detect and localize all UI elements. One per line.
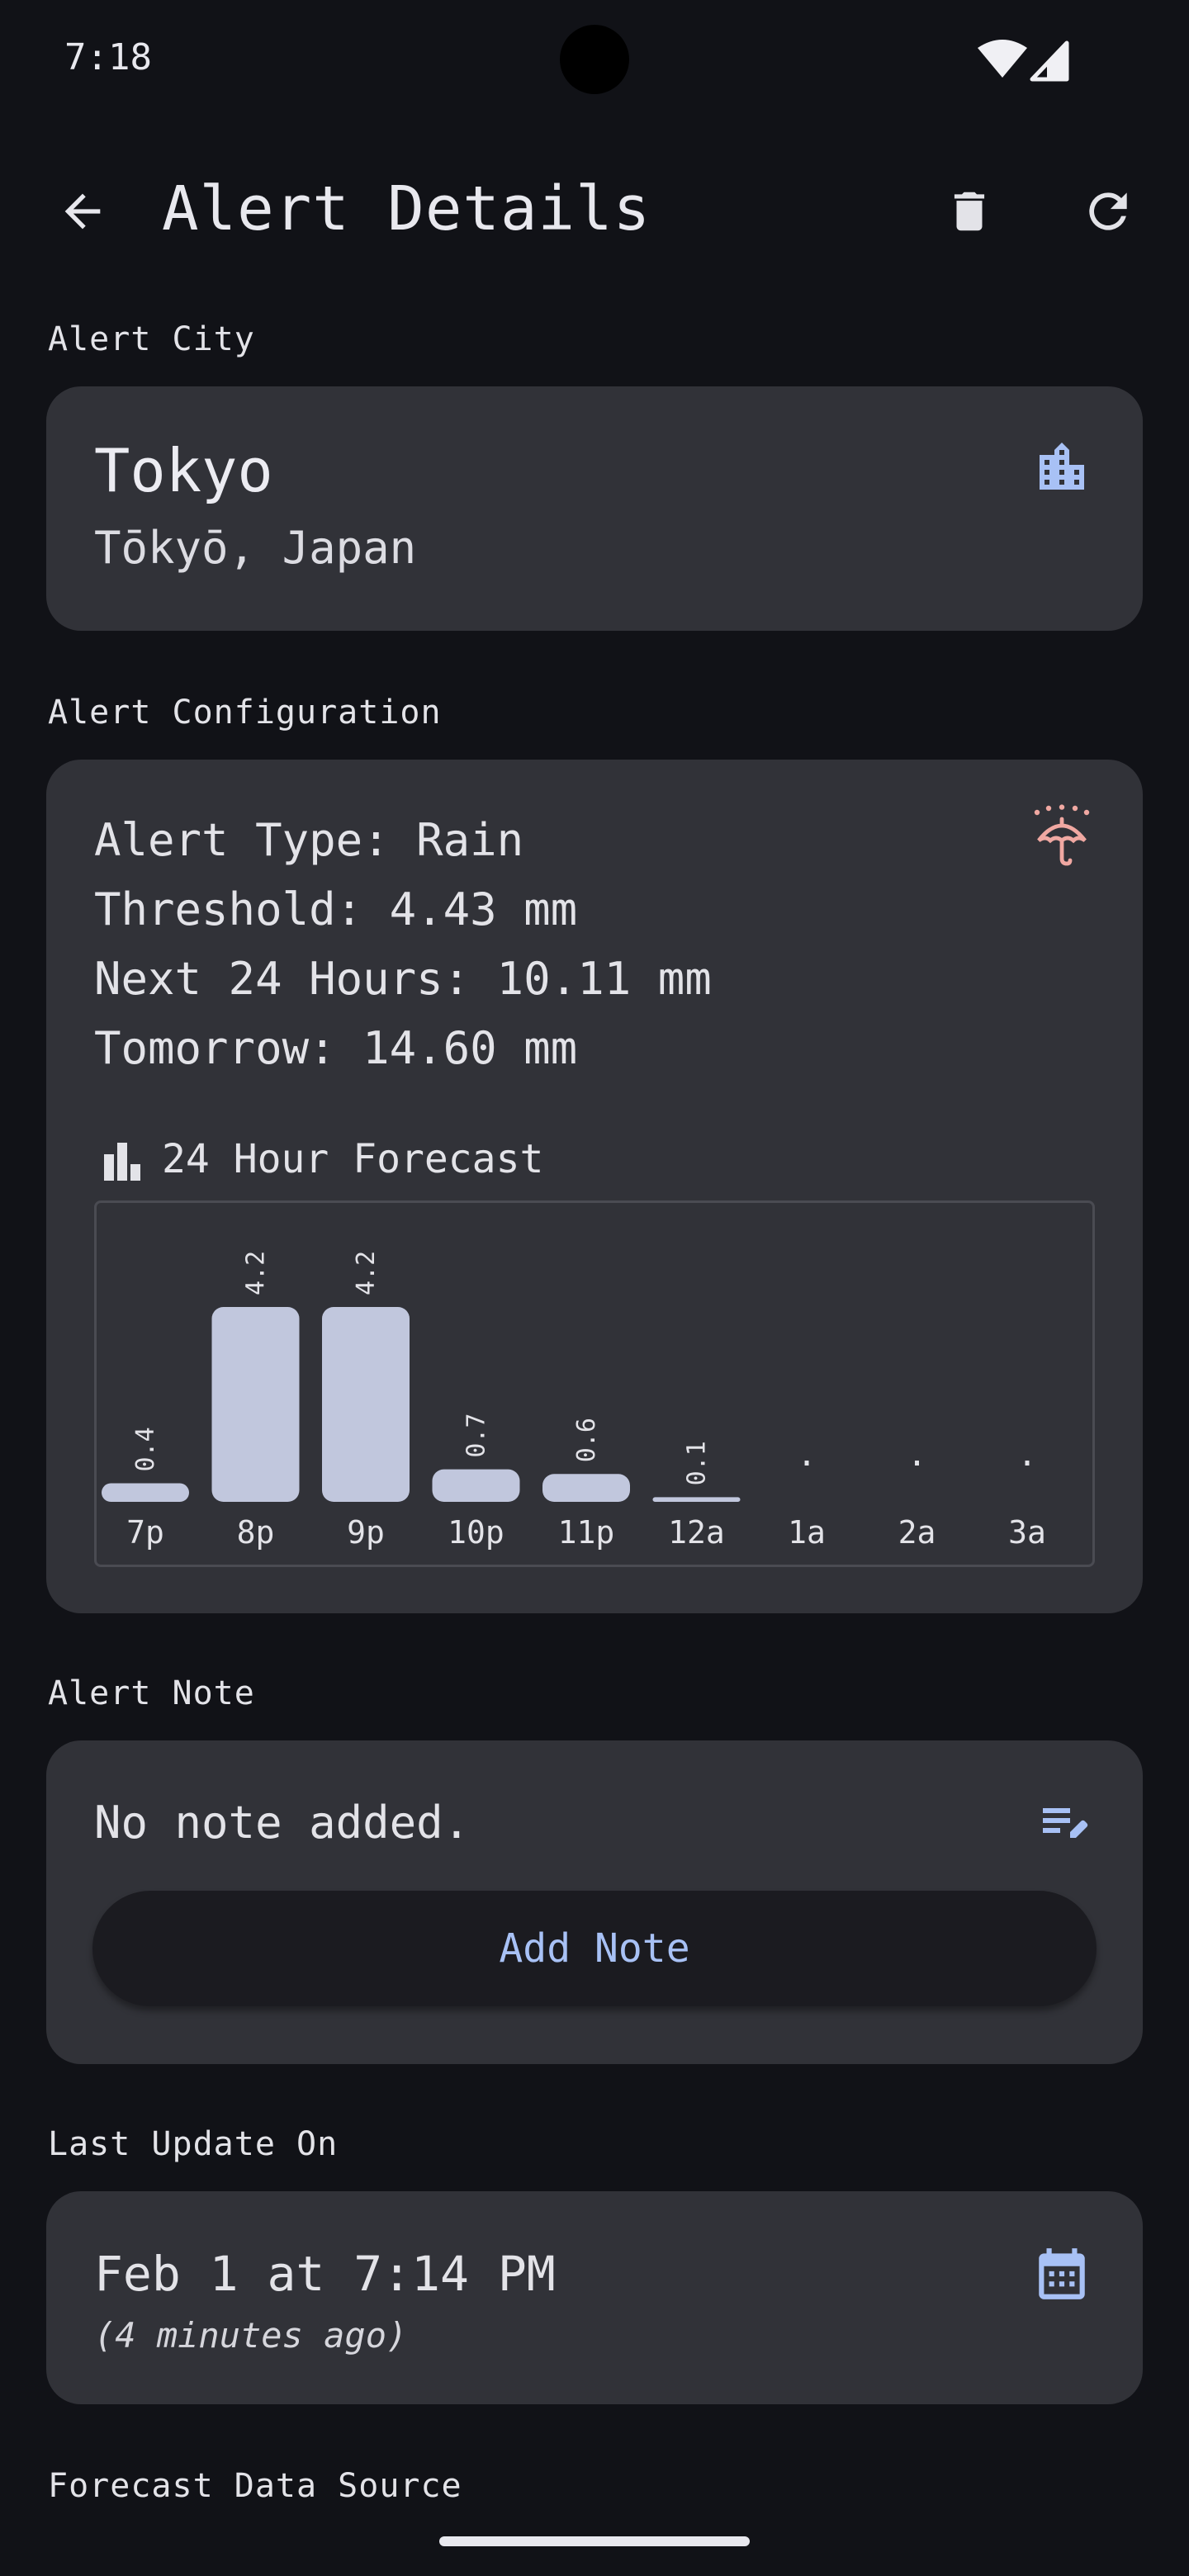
last-update-date: Feb 1 at 7:14 PM [94, 2246, 556, 2302]
calendar-icon [1029, 2241, 1095, 2307]
section-label-updated: Last Update On [48, 2125, 339, 2163]
city-region: Tōkyō, Japan [94, 522, 417, 574]
chart-tick-12a: 12a [668, 1514, 725, 1551]
add-note-button[interactable]: Add Note [92, 1891, 1097, 2006]
chart-tick-3a: 3a [1008, 1514, 1046, 1551]
chart-value-label-10p: 0.7 [462, 1413, 491, 1457]
trash-icon [954, 192, 985, 231]
city-name: Tokyo [94, 436, 273, 505]
chart-bar-10p [432, 1469, 520, 1502]
chart-bar-7p [102, 1483, 189, 1502]
chart-value-label-1a: . [797, 1436, 817, 1474]
chart-tick-10p: 10p [448, 1514, 504, 1551]
back-button[interactable] [43, 172, 122, 251]
chart-value-label-9p: 4.2 [352, 1251, 381, 1295]
chart-bar-9p [322, 1307, 410, 1502]
forecast-chart-frame: 0.4 7p 4.2 8p 4.2 9p 0.7 10p 0.6 11p 0.1 12a. 1a. 2a.… [94, 1200, 1095, 1567]
umbrella-rain-icon [1029, 804, 1095, 870]
chart-title: 24 Hour Forecast [162, 1136, 544, 1182]
home-indicator [439, 2536, 750, 2546]
config-threshold: Threshold: 4.43 mm [94, 883, 578, 935]
chart-bar-8p [211, 1307, 300, 1502]
section-label-source: Forecast Data Source [48, 2467, 462, 2505]
status-time: 7:18 [64, 36, 152, 78]
chart-value-label-7p: 0.4 [131, 1427, 160, 1471]
city-card [46, 386, 1143, 631]
chart-tick-2a: 2a [898, 1514, 936, 1551]
camera-cutout [560, 25, 629, 94]
chart-value-label-3a: . [1017, 1436, 1037, 1474]
section-label-note: Alert Note [48, 1674, 255, 1712]
city-buildings-icon [1029, 434, 1095, 500]
page-title: Alert Details [162, 173, 651, 244]
chart-value-label-2a: . [907, 1436, 926, 1474]
chart-value-label-8p: 4.2 [242, 1251, 271, 1295]
config-next-24h: Next 24 Hours: 10.11 mm [94, 953, 712, 1005]
wifi-icon [978, 40, 1027, 78]
forecast-chart: 0.4 7p 4.2 8p 4.2 9p 0.7 10p 0.6 11p 0.1 12a. 1a. 2a.… [102, 1251, 1046, 1551]
section-label-config: Alert Configuration [48, 694, 442, 732]
updated-card [46, 2191, 1143, 2404]
chart-value-label-12a: 0.1 [683, 1441, 712, 1485]
bar-chart-icon [104, 1143, 140, 1181]
chart-bar-12a [652, 1497, 741, 1502]
chart-value-label-11p: 0.6 [572, 1418, 601, 1462]
chart-tick-1a: 1a [788, 1514, 826, 1551]
last-update-relative: (4 minutes ago) [94, 2315, 408, 2356]
chart-tick-7p: 7p [126, 1514, 164, 1551]
section-label-city: Alert City [48, 320, 255, 358]
chart-bar-11p [542, 1474, 630, 1502]
config-tomorrow: Tomorrow: 14.60 mm [94, 1022, 578, 1074]
note-text: No note added. [94, 1797, 471, 1849]
arrow-left-icon [64, 193, 101, 230]
chart-tick-9p: 9p [347, 1514, 385, 1551]
chart-tick-11p: 11p [558, 1514, 615, 1551]
edit-note-icon[interactable] [1032, 1790, 1098, 1856]
status-icons [978, 40, 1069, 82]
delete-button[interactable] [930, 172, 1009, 251]
config-alert-type: Alert Type: Rain [94, 814, 524, 866]
refresh-icon [1089, 192, 1127, 230]
refresh-button[interactable] [1068, 172, 1148, 251]
chart-tick-8p: 8p [237, 1514, 275, 1551]
